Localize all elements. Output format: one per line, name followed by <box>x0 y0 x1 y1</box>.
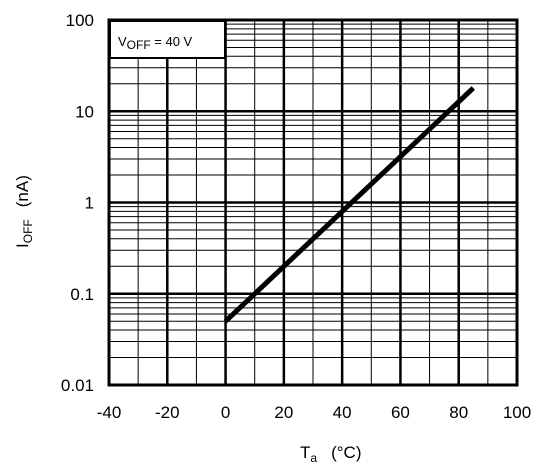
x-axis-label: Ta (°C) <box>300 443 361 465</box>
x-tick-label: 60 <box>391 403 410 422</box>
y-tick-label: 10 <box>75 102 94 121</box>
y-tick-label: 0.1 <box>70 285 94 304</box>
x-tick-label: 100 <box>503 403 531 422</box>
x-tick-label: 20 <box>274 403 293 422</box>
y-tick-label: 0.01 <box>61 376 94 395</box>
annotation-text: VOFF = 40 V <box>118 34 193 52</box>
y-axis-label: IOFF(nA) <box>13 175 35 248</box>
minor-grid <box>109 20 517 385</box>
x-tick-label: 40 <box>333 403 352 422</box>
ioff-curve <box>223 86 476 324</box>
x-tick-label: -40 <box>97 403 122 422</box>
x-tick-labels: -40 -20 0 20 40 60 80 100 <box>97 403 531 422</box>
series-layer <box>223 86 476 324</box>
voff-annotation: VOFF = 40 V <box>109 20 226 59</box>
y-tick-label: 100 <box>66 11 94 30</box>
annotation-box <box>109 20 226 59</box>
y-tick-labels: 0.01 0.1 1 10 100 <box>61 11 94 395</box>
x-tick-label: 0 <box>221 403 230 422</box>
x-tick-label: 80 <box>449 403 468 422</box>
plot-frame <box>107 18 519 387</box>
y-tick-label: 1 <box>85 194 94 213</box>
x-tick-label: -20 <box>155 403 180 422</box>
